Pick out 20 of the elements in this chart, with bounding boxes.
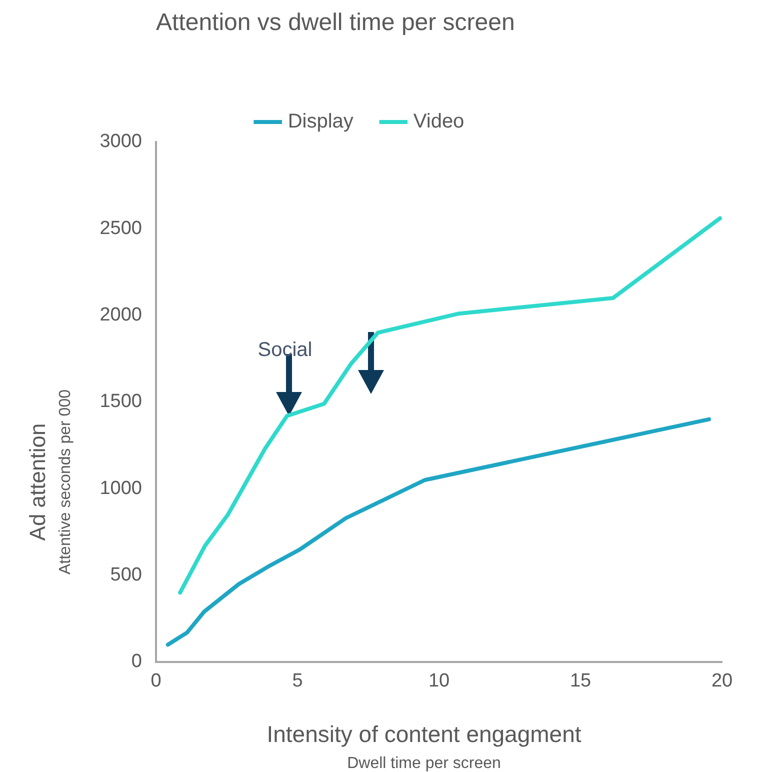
x-tick-label: 0	[150, 670, 162, 692]
legend-label: Display	[288, 110, 354, 133]
annotation: Social	[258, 338, 312, 361]
x-tick-label: 5	[292, 670, 303, 692]
y-tick-label: 3000	[100, 131, 142, 152]
y-tick-label: 500	[110, 564, 142, 586]
legend-label: Video	[413, 110, 464, 133]
y-axis-title: Ad attention	[25, 423, 50, 541]
chart-title: Attention vs dwell time per screen	[156, 9, 515, 36]
y-tick-label: 2000	[100, 304, 142, 326]
x-axis-title: Intensity of content engagment	[266, 721, 582, 747]
y-tick-label: 1500	[100, 391, 142, 412]
y-tick-label: 1000	[100, 478, 142, 499]
y-tick-label: 0	[131, 651, 142, 672]
x-tick-label: 20	[711, 670, 733, 692]
text: Dwell time per screen	[347, 755, 501, 772]
x-tick-label: 10	[428, 670, 450, 692]
x-tick-label: 15	[570, 670, 592, 692]
text: Attentive seconds per 000	[57, 389, 74, 575]
y-tick-label: 2500	[100, 218, 142, 239]
